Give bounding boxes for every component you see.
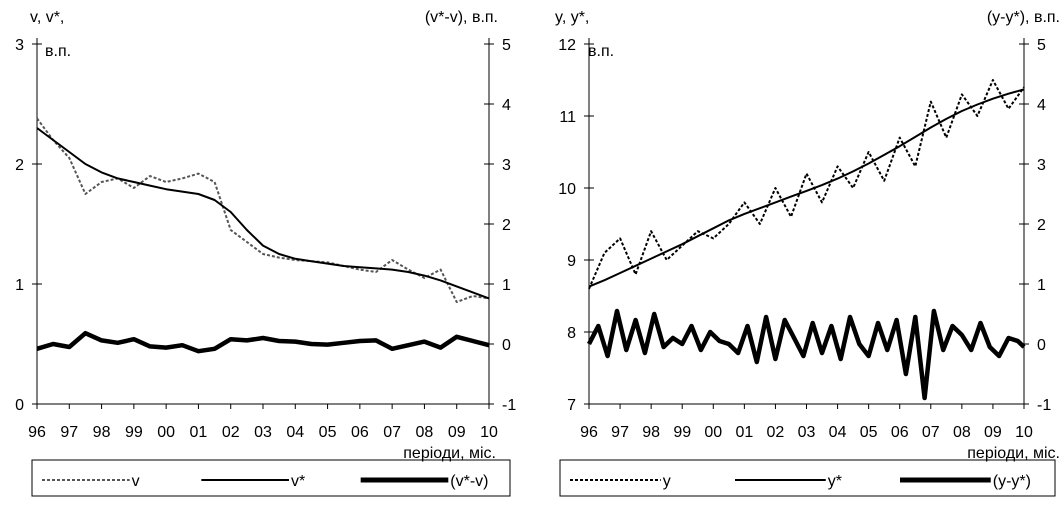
right-tick-label: 5 — [502, 37, 511, 54]
left-tick-label: 0 — [15, 397, 24, 414]
x-tick-label: 07 — [383, 424, 401, 441]
x-tick-label: 97 — [611, 424, 629, 441]
left-tick-label: 11 — [559, 109, 576, 126]
chart-panel-1 — [559, 38, 1056, 497]
x-tick-label: 96 — [580, 424, 598, 441]
x-tick-label: 09 — [448, 424, 466, 441]
left-tick-label: 12 — [558, 37, 576, 54]
x-tick-label: 01 — [190, 424, 208, 441]
left-tick-label: 3 — [15, 37, 24, 54]
x-tick-label: 97 — [60, 424, 78, 441]
x-tick-label: 00 — [704, 424, 722, 441]
left-tick-label: 7 — [567, 397, 576, 414]
right-tick-label: 3 — [1037, 157, 1046, 174]
x-axis-label: періоди, міс. — [967, 445, 1060, 462]
x-axis-label: періоди, міс. — [403, 445, 496, 462]
right-tick-label: -1 — [502, 397, 516, 414]
x-tick-label: 05 — [319, 424, 337, 441]
series-line-v-1 — [36, 127, 490, 300]
x-tick-label: 10 — [480, 424, 498, 441]
x-tick-label: 04 — [286, 424, 304, 441]
left-axis-unit: в.п. — [45, 43, 71, 60]
legend-label: y — [663, 473, 671, 490]
right-tick-label: 4 — [502, 97, 511, 114]
series-line-yy-2 — [587, 308, 1026, 401]
x-tick-label: 05 — [860, 424, 878, 441]
x-tick-label: 09 — [984, 424, 1002, 441]
right-tick-label: 3 — [502, 157, 511, 174]
x-tick-label: 96 — [28, 424, 46, 441]
right-tick-label: 2 — [502, 217, 511, 234]
right-tick-label: -1 — [1037, 397, 1051, 414]
x-tick-label: 06 — [891, 424, 909, 441]
x-tick-label: 02 — [767, 424, 785, 441]
x-tick-label: 98 — [93, 424, 111, 441]
left-axis-unit: в.п. — [588, 43, 614, 60]
x-tick-label: 03 — [798, 424, 816, 441]
left-axis-label: y, y*, — [555, 9, 589, 26]
x-tick-label: 00 — [157, 424, 175, 441]
legend-label: (y-y*) — [993, 473, 1031, 490]
legend-label: y* — [828, 473, 842, 490]
right-tick-label: 2 — [1037, 217, 1046, 234]
x-tick-label: 07 — [922, 424, 940, 441]
x-tick-label: 99 — [125, 424, 143, 441]
x-tick-label: 08 — [953, 424, 971, 441]
legend-label: (v*-v) — [450, 473, 488, 490]
right-axis-label: (v*-v), в.п. — [425, 9, 498, 26]
left-axis-label: v, v*, — [30, 9, 64, 26]
x-tick-label: 99 — [673, 424, 691, 441]
right-axis-label: (y-y*), в.п. — [987, 9, 1060, 26]
chart-panel-0 — [31, 38, 511, 497]
x-tick-label: 03 — [254, 424, 272, 441]
x-tick-label: 02 — [222, 424, 240, 441]
left-tick-label: 9 — [567, 253, 576, 270]
series-line-y-0 — [588, 79, 1025, 290]
x-tick-label: 01 — [735, 424, 753, 441]
left-tick-label: 2 — [15, 157, 24, 174]
series-line-y-1 — [588, 88, 1025, 288]
right-tick-label: 1 — [502, 277, 511, 294]
x-tick-label: 04 — [829, 424, 847, 441]
x-tick-label: 10 — [1015, 424, 1033, 441]
series-line-vv-2 — [36, 330, 490, 354]
x-tick-label: 98 — [642, 424, 660, 441]
left-tick-label: 10 — [558, 181, 576, 198]
x-tick-label: 08 — [416, 424, 434, 441]
legend-label: v* — [291, 473, 305, 490]
left-tick-label: 1 — [15, 277, 24, 294]
right-tick-label: 1 — [1037, 277, 1046, 294]
right-tick-label: 5 — [1037, 37, 1046, 54]
right-tick-label: 4 — [1037, 97, 1046, 114]
right-tick-label: 0 — [1037, 337, 1046, 354]
legend-label: v — [132, 473, 140, 490]
right-tick-label: 0 — [502, 337, 511, 354]
x-tick-label: 06 — [351, 424, 369, 441]
left-tick-label: 8 — [567, 325, 576, 342]
